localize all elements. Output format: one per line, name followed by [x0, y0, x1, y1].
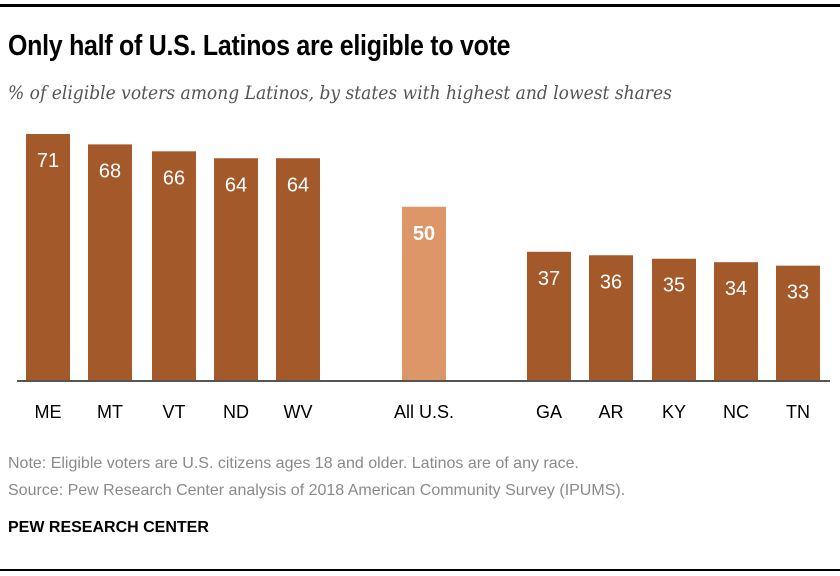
- x-tick-label: VT: [162, 402, 185, 422]
- bar-me: [26, 134, 70, 380]
- bar-wv: [276, 158, 320, 380]
- data-label: 64: [225, 174, 247, 196]
- bar-tn: [776, 265, 820, 380]
- x-tick-label: NC: [723, 402, 749, 422]
- pew-logo-text: PEW RESEARCH CENTER: [8, 519, 209, 536]
- data-label: 36: [600, 271, 622, 293]
- x-tick-label: ME: [35, 402, 62, 422]
- bar-ar: [589, 255, 633, 380]
- x-tick-label: TN: [786, 402, 810, 422]
- data-label: 64: [287, 174, 309, 196]
- data-label: 37: [538, 268, 560, 290]
- data-label: 68: [99, 160, 121, 182]
- bar-nd: [214, 158, 258, 380]
- data-label: 66: [163, 167, 185, 189]
- data-label: 35: [663, 275, 685, 297]
- chart-source: Source: Pew Research Center analysis of …: [8, 482, 626, 499]
- bar-vt: [152, 151, 196, 380]
- x-tick-label: ND: [223, 402, 249, 422]
- bar-nc: [714, 262, 758, 380]
- top-rule: [0, 4, 840, 7]
- bottom-rule: [0, 569, 840, 571]
- chart-title: Only half of U.S. Latinos are eligible t…: [8, 30, 511, 62]
- bar-ga: [527, 251, 571, 380]
- x-tick-label: KY: [662, 402, 686, 422]
- chart-subtitle: % of eligible voters among Latinos, by s…: [8, 82, 672, 104]
- x-tick-label: WV: [284, 402, 313, 422]
- bar-mt: [88, 144, 132, 380]
- bar-chart: 71 ME 68 MT 66 VT 64 ND 64 WV 50 All U.S. 37 GA 36 AR 35…: [17, 134, 830, 422]
- data-label: 50: [413, 223, 435, 245]
- bar-ky: [652, 258, 696, 380]
- x-tick-label: GA: [536, 402, 562, 422]
- bar-allus: [402, 206, 446, 380]
- x-tick-label: MT: [97, 402, 123, 422]
- data-label: 71: [37, 150, 59, 172]
- chart-note: Note: Eligible voters are U.S. citizens …: [8, 455, 579, 472]
- data-label: 33: [787, 282, 809, 304]
- x-tick-label: All U.S.: [394, 402, 454, 422]
- x-tick-label: AR: [598, 402, 623, 422]
- data-label: 34: [725, 278, 747, 300]
